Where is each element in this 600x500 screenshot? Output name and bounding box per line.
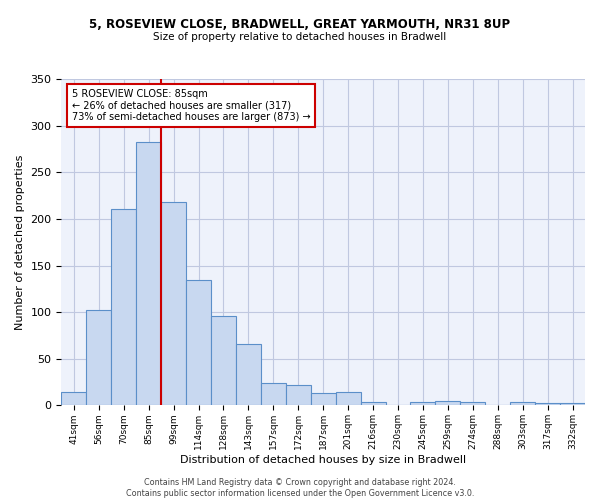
Bar xyxy=(286,385,311,406)
Bar xyxy=(61,392,86,406)
Bar xyxy=(161,202,186,406)
Text: Size of property relative to detached houses in Bradwell: Size of property relative to detached ho… xyxy=(154,32,446,42)
Bar xyxy=(261,383,286,406)
Bar xyxy=(186,280,211,406)
Bar xyxy=(535,402,560,406)
Bar xyxy=(436,401,460,406)
Bar xyxy=(86,310,111,406)
Bar xyxy=(560,402,585,406)
Bar xyxy=(211,316,236,406)
Bar xyxy=(111,208,136,406)
X-axis label: Distribution of detached houses by size in Bradwell: Distribution of detached houses by size … xyxy=(180,455,466,465)
Bar xyxy=(335,392,361,406)
Text: Contains HM Land Registry data © Crown copyright and database right 2024.
Contai: Contains HM Land Registry data © Crown c… xyxy=(126,478,474,498)
Bar xyxy=(311,394,335,406)
Bar xyxy=(361,402,386,406)
Text: 5, ROSEVIEW CLOSE, BRADWELL, GREAT YARMOUTH, NR31 8UP: 5, ROSEVIEW CLOSE, BRADWELL, GREAT YARMO… xyxy=(89,18,511,30)
Bar xyxy=(460,402,485,406)
Bar xyxy=(236,344,261,406)
Bar xyxy=(510,402,535,406)
Text: 5 ROSEVIEW CLOSE: 85sqm
← 26% of detached houses are smaller (317)
73% of semi-d: 5 ROSEVIEW CLOSE: 85sqm ← 26% of detache… xyxy=(72,89,310,122)
Bar xyxy=(410,402,436,406)
Bar xyxy=(136,142,161,406)
Y-axis label: Number of detached properties: Number of detached properties xyxy=(15,154,25,330)
